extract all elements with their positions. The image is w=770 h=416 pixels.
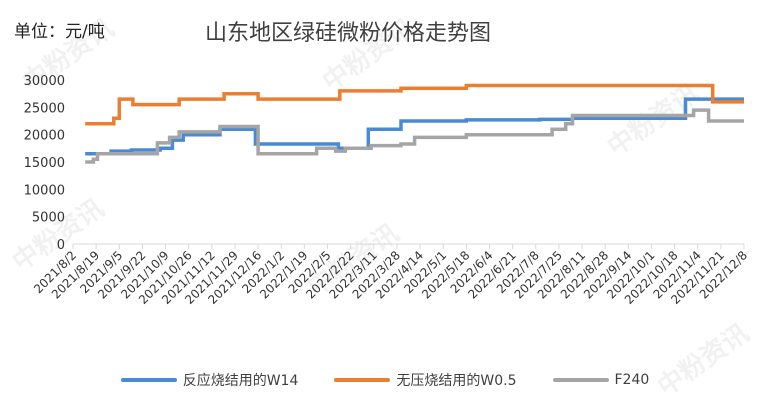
legend-item: 反应烧结用的W14 xyxy=(120,370,299,390)
y-tick-label: 5000 xyxy=(32,211,65,226)
y-tick-label: 25000 xyxy=(24,101,65,116)
legend-swatch xyxy=(120,378,177,382)
x-axis: 2021/8/22021/8/192021/9/52021/9/222021/1… xyxy=(31,244,750,307)
legend-label: 反应烧结用的W14 xyxy=(182,373,299,389)
y-tick-label: 20000 xyxy=(24,129,65,144)
legend-label: F240 xyxy=(614,372,650,388)
series-lines xyxy=(85,83,744,164)
y-tick-label: 0 xyxy=(57,238,65,253)
y-axis: 0 5000 10000 15000 20000 25000 30000 xyxy=(24,74,65,253)
unit-label: 单位：元/吨 xyxy=(14,22,105,42)
legend-swatch xyxy=(552,378,609,382)
chart-title: 山东地区绿硅微粉价格走势图 xyxy=(205,21,492,46)
series-line-2 xyxy=(85,108,744,164)
y-tick-label: 30000 xyxy=(24,74,65,89)
legend-item: 无压烧结用的W0.5 xyxy=(334,370,517,390)
series-line-0 xyxy=(85,97,744,156)
legend-swatch xyxy=(334,378,391,382)
series-line-1 xyxy=(85,83,744,126)
y-tick-label: 10000 xyxy=(24,183,65,198)
legend-label: 无压烧结用的W0.5 xyxy=(396,373,517,389)
legend: 反应烧结用的W14 无压烧结用的W0.5 F240 xyxy=(0,370,770,390)
y-tick-label: 15000 xyxy=(24,156,65,171)
legend-item: F240 xyxy=(552,370,650,390)
